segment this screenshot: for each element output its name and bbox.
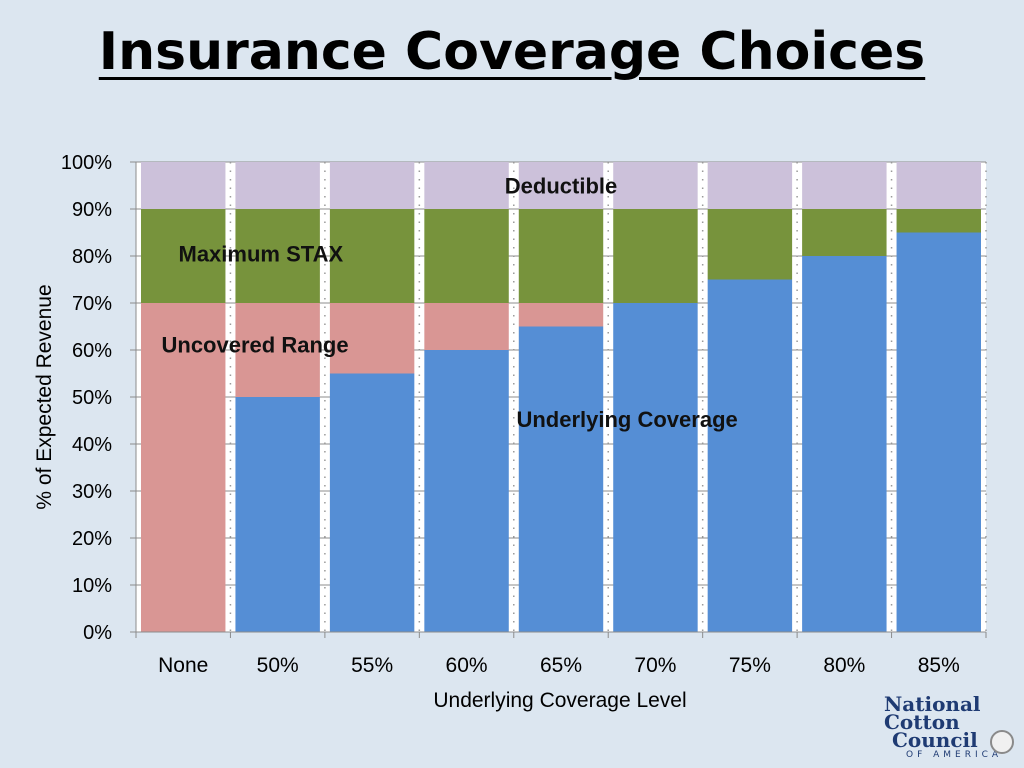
bar-segment-uncovered-range xyxy=(329,303,415,374)
bar-segment-maximum-stax xyxy=(518,209,604,303)
x-tick-label: 65% xyxy=(540,654,582,677)
bar-segment-uncovered-range xyxy=(424,303,509,350)
x-tick-label: 75% xyxy=(729,654,771,677)
y-tick-label: 30% xyxy=(72,481,112,503)
x-axis-label: Underlying Coverage Level xyxy=(433,689,686,712)
bar-segment-underlying-coverage xyxy=(896,232,981,632)
series-labels: Underlying Coverage Uncovered Range Maximu… xyxy=(162,174,738,433)
y-tick-label: 0% xyxy=(83,622,112,644)
y-axis-label: % of Expected Revenue xyxy=(33,284,56,509)
series-label-deductible: Deductible xyxy=(505,174,617,199)
x-tick-label: 55% xyxy=(351,654,393,677)
y-tick-label: 60% xyxy=(72,340,112,362)
bar-segment-underlying-coverage xyxy=(707,279,793,632)
x-tick-label: 85% xyxy=(918,654,960,677)
slide-title: Insurance Coverage Choices xyxy=(0,22,1024,82)
bar-segment-uncovered-range xyxy=(518,303,604,327)
bar-segment-maximum-stax xyxy=(802,209,887,256)
y-tick-label: 20% xyxy=(72,528,112,550)
bar-segment-deductible xyxy=(329,162,415,209)
y-tick-label: 90% xyxy=(72,199,112,221)
bar-segment-deductible xyxy=(896,162,981,209)
bar-segment-maximum-stax xyxy=(329,209,415,303)
bar-separators xyxy=(229,162,987,632)
logo-line-3: Council xyxy=(892,728,978,752)
logo-seal-icon xyxy=(990,730,1014,754)
bar-segment-underlying-coverage xyxy=(329,373,415,632)
logo-line-1: National xyxy=(884,692,981,716)
logo-line-4: OF AMERICA xyxy=(906,750,1003,760)
bar-segment-underlying-coverage xyxy=(518,326,604,632)
x-tick-labels: None 50% 55% 60% 65% 70% 75% 80% 85% xyxy=(158,654,960,677)
x-tick-label: 70% xyxy=(634,654,676,677)
y-tick-label: 70% xyxy=(72,293,112,315)
bar-segment-maximum-stax xyxy=(141,209,226,303)
bar-segment-maximum-stax xyxy=(896,209,981,233)
slide-title-text: Insurance Coverage Choices xyxy=(98,22,926,82)
axes xyxy=(135,162,987,638)
series-label-maximum-stax: Maximum STAX xyxy=(179,242,344,267)
bars xyxy=(141,162,981,632)
y-tick-label: 50% xyxy=(72,387,112,409)
bar-segment-deductible xyxy=(235,162,320,209)
x-tick-label: None xyxy=(158,654,208,677)
y-tick-label: 100% xyxy=(61,152,112,174)
bar-segment-underlying-coverage xyxy=(424,350,509,632)
bar-segment-deductible xyxy=(802,162,887,209)
bar-segment-maximum-stax xyxy=(235,209,320,303)
bar-segment-deductible xyxy=(613,162,698,209)
bar-segment-deductible xyxy=(424,162,509,209)
bar-segment-underlying-coverage xyxy=(235,397,320,632)
series-label-uncovered-range: Uncovered Range xyxy=(162,332,349,357)
bar-segment-underlying-coverage xyxy=(613,303,698,632)
x-tick-label: 50% xyxy=(257,654,299,677)
series-label-underlying-coverage: Underlying Coverage xyxy=(516,407,737,432)
bar-segment-uncovered-range xyxy=(235,303,320,397)
ncc-logo: National Cotton Council OF AMERICA xyxy=(878,690,1018,762)
y-tick-label: 10% xyxy=(72,575,112,597)
bar-segment-maximum-stax xyxy=(707,209,793,280)
bar-segment-uncovered-range xyxy=(141,303,226,632)
bar-segment-deductible xyxy=(141,162,226,209)
y-tick-label: 40% xyxy=(72,434,112,456)
x-tick-label: 60% xyxy=(446,654,488,677)
logo-line-2: Cotton xyxy=(884,710,960,734)
bar-segment-maximum-stax xyxy=(613,209,698,303)
bar-segment-maximum-stax xyxy=(424,209,509,303)
bar-segment-underlying-coverage xyxy=(802,256,887,632)
bar-segment-deductible xyxy=(518,162,604,209)
y-tick-labels: 0% 10% 20% 30% 40% 50% 60% 70% 80% 90% 100% xyxy=(61,152,112,644)
x-tick-label: 80% xyxy=(823,654,865,677)
y-tick-label: 80% xyxy=(72,246,112,268)
bar-segment-deductible xyxy=(707,162,793,209)
